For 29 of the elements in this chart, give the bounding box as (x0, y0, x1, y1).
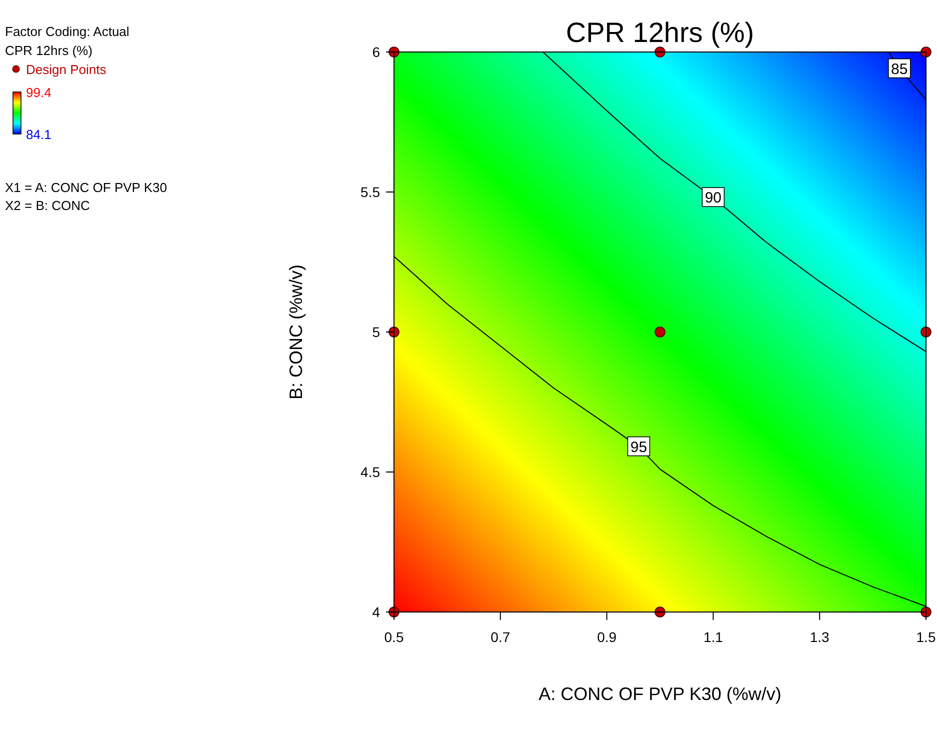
x-tick-label: 0.9 (597, 629, 617, 645)
x-tick-label: 1.5 (916, 629, 936, 645)
point (654, 46, 666, 58)
chart-title: CPR 12hrs (%) (566, 17, 754, 48)
y-axis-title: B: CONC (%w/v) (286, 264, 306, 400)
annotation: 85 (891, 60, 908, 78)
y-tick-label: 4 (372, 604, 380, 620)
x-axis-title: A: CONC OF PVP K30 (%w/v) (538, 684, 782, 704)
color-bar-title: CPR 12hrs (%) (5, 43, 92, 58)
y-tick-label: 6 (372, 44, 380, 60)
point (920, 46, 932, 58)
text: X2 = B: CONC (5, 198, 90, 213)
color-bar-label: 84.1 (26, 127, 52, 142)
x-tick-label: 1.3 (810, 629, 830, 645)
text: X1 = A: CONC OF PVP K30 (5, 180, 167, 195)
annotation: 95 (630, 438, 648, 456)
y-tick-label: 5.5 (360, 184, 380, 200)
y-tick-label: 4.5 (360, 464, 380, 480)
annotation: 90 (704, 190, 722, 207)
x-tick-label: 1.1 (703, 629, 724, 645)
color-bar-label: 99.4 (26, 85, 52, 100)
x-tick-label: 0.5 (384, 629, 404, 645)
point (654, 326, 666, 338)
text: Factor Coding: Actual (5, 24, 130, 39)
point (654, 606, 666, 618)
y-tick-label: 5 (372, 324, 380, 340)
legend-label: Design Points (26, 62, 107, 77)
point (920, 326, 932, 338)
x-tick-label: 0.7 (490, 629, 510, 645)
